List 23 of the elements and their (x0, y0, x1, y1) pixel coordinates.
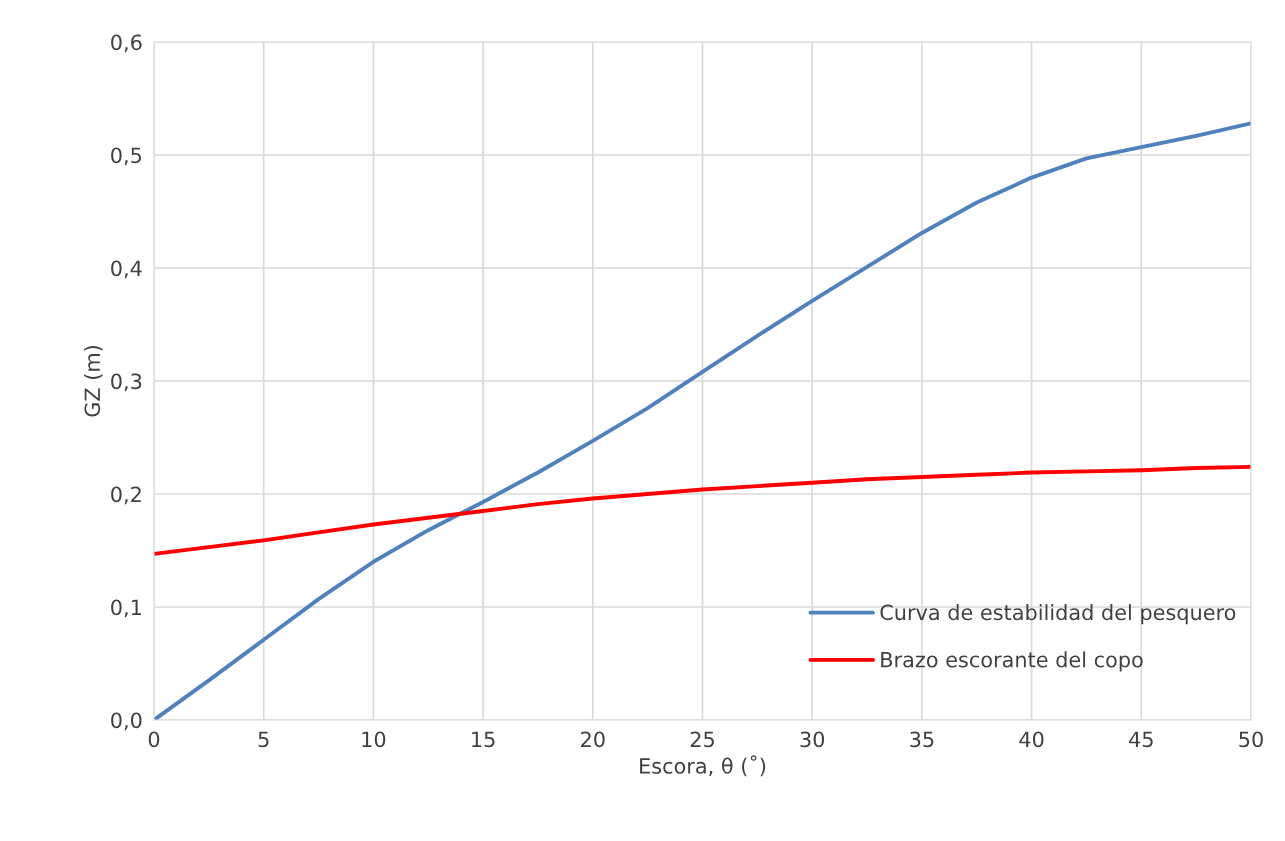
x-tick-label: 30 (800, 731, 825, 748)
x-tick-label: 0 (148, 731, 160, 748)
y-tick-label: 0,4 (111, 260, 142, 279)
x-tick-label: 25 (690, 731, 714, 748)
legend-label: Brazo escorante del copo (881, 651, 1143, 672)
x-tick-label: 20 (581, 731, 605, 748)
x-tick-label: 5 (258, 731, 269, 748)
y-tick-label: 0,0 (111, 712, 142, 731)
y-tick-label: 0,6 (111, 34, 142, 53)
y-tick-label: 0,5 (111, 147, 142, 166)
y-tick-label: 0,3 (111, 373, 142, 392)
x-tick-label: 10 (362, 731, 386, 748)
legend-label: Curva de estabilidad del pesquero (880, 604, 1236, 625)
x-tick-label: 35 (910, 731, 934, 748)
y-tick-label: 0,2 (111, 486, 141, 505)
x-tick-label: 40 (1019, 731, 1044, 748)
line-series (154, 464, 1251, 556)
y-tick-label: 0,1 (111, 599, 141, 618)
y-axis-title: GZ (m) (84, 345, 103, 417)
x-axis-title: Escora, θ (˚) (640, 755, 766, 777)
x-tick-label: 15 (472, 731, 495, 748)
x-tick-label: 50 (1239, 731, 1263, 748)
x-tick-label: 45 (1129, 731, 1153, 748)
